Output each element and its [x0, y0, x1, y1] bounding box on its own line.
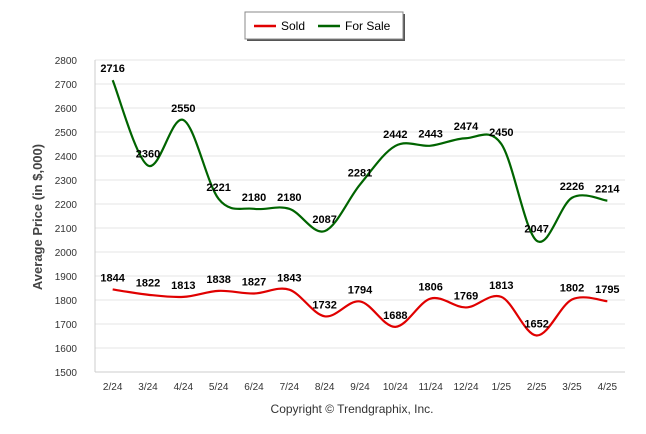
data-label-for-sale: 2226	[560, 181, 584, 193]
y-tick-label: 1500	[55, 368, 78, 379]
x-axis-ticks: 2/24 3/24 4/24 5/24 6/24 7/24 8/24 9/24 10/24 11/…	[103, 382, 618, 393]
data-label-sold: 1813	[489, 280, 513, 292]
data-label-sold: 1813	[171, 280, 195, 292]
data-label-for-sale: 2087	[312, 214, 336, 226]
data-label-for-sale: 2180	[242, 192, 266, 204]
data-label-sold: 1827	[242, 277, 266, 289]
x-tick-label: 3/24	[138, 382, 158, 393]
y-tick-label: 1900	[55, 272, 78, 283]
series-line-sold	[112, 287, 608, 337]
y-axis-ticks: 1500 1600 1700 1800 1900 2000 2100 2200 2300 2400…	[55, 56, 78, 379]
y-tick-label: 1700	[55, 320, 78, 331]
y-tick-label: 2000	[55, 248, 78, 259]
data-label-for-sale: 2221	[206, 182, 230, 194]
data-label-sold: 1795	[595, 284, 619, 296]
data-label-for-sale: 2047	[524, 224, 548, 236]
x-tick-label: 10/24	[383, 382, 408, 393]
y-tick-label: 2500	[55, 128, 78, 139]
x-tick-label: 8/24	[315, 382, 335, 393]
x-tick-label: 9/24	[350, 382, 370, 393]
y-tick-label: 2300	[55, 176, 78, 187]
x-tick-label: 2/25	[527, 382, 547, 393]
data-label-for-sale: 2550	[171, 103, 195, 115]
data-label-sold: 1732	[312, 299, 336, 311]
x-tick-label: 4/25	[598, 382, 618, 393]
data-label-for-sale: 2450	[489, 127, 513, 139]
x-tick-label: 7/24	[280, 382, 300, 393]
data-label-for-sale: 2442	[383, 129, 407, 141]
data-label-sold: 1806	[418, 282, 442, 294]
data-label-for-sale: 2360	[136, 149, 160, 161]
y-tick-label: 1600	[55, 344, 78, 355]
series-line-for-sale	[111, 79, 608, 243]
y-tick-label: 2800	[55, 56, 78, 67]
data-label-sold: 1794	[348, 284, 373, 296]
y-tick-label: 2100	[55, 224, 78, 235]
y-tick-label: 2200	[55, 200, 78, 211]
data-label-for-sale: 2474	[454, 121, 479, 133]
data-label-sold: 1822	[136, 278, 160, 290]
legend: Sold For Sale	[244, 11, 405, 41]
data-labels: 1844 1822 1813 1838 1827 1843 1732 1794 1688 1806…	[100, 63, 620, 330]
x-tick-label: 1/25	[492, 382, 512, 393]
y-tick-label: 2400	[55, 152, 78, 163]
grid-lines	[94, 59, 625, 373]
x-tick-label: 12/24	[453, 382, 478, 393]
x-tick-label: 2/24	[103, 382, 123, 393]
data-label-sold: 1802	[560, 283, 584, 295]
data-label-for-sale: 2214	[595, 184, 620, 196]
data-label-for-sale: 2443	[418, 129, 442, 141]
y-tick-label: 2600	[55, 104, 78, 115]
data-label-sold: 1688	[383, 310, 407, 322]
data-label-for-sale: 2716	[100, 63, 124, 75]
y-tick-label: 1800	[55, 296, 78, 307]
data-label-sold: 1652	[524, 319, 548, 331]
data-label-for-sale: 2180	[277, 192, 301, 204]
copyright-text: Copyright © Trendgraphix, Inc.	[271, 402, 434, 416]
x-tick-label: 4/24	[174, 382, 194, 393]
legend-entry: Sold	[281, 19, 305, 33]
x-tick-label: 6/24	[244, 382, 264, 393]
x-tick-label: 3/25	[562, 382, 582, 393]
y-axis-label: Average Price (in $,000)	[30, 144, 45, 290]
data-label-sold: 1843	[277, 273, 301, 285]
legend-entry: For Sale	[345, 19, 391, 33]
series-lines	[111, 79, 608, 337]
x-tick-label: 5/24	[209, 382, 229, 393]
data-label-for-sale: 2281	[348, 168, 372, 180]
x-tick-label: 11/24	[419, 382, 444, 393]
data-label-sold: 1769	[454, 290, 478, 302]
data-label-sold: 1838	[206, 274, 230, 286]
y-tick-label: 2700	[55, 80, 78, 91]
data-label-sold: 1844	[100, 272, 125, 284]
